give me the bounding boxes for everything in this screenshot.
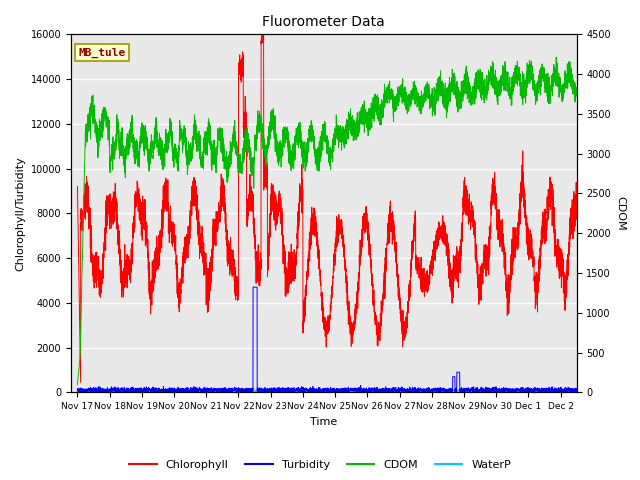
X-axis label: Time: Time: [310, 417, 337, 427]
Text: MB_tule: MB_tule: [79, 48, 126, 58]
Legend: Chlorophyll, Turbidity, CDOM, WaterP: Chlorophyll, Turbidity, CDOM, WaterP: [125, 456, 515, 474]
Title: Fluorometer Data: Fluorometer Data: [262, 15, 385, 29]
Y-axis label: Chlorophyll/Turbidity: Chlorophyll/Turbidity: [15, 156, 25, 271]
Y-axis label: CDOM: CDOM: [615, 196, 625, 231]
